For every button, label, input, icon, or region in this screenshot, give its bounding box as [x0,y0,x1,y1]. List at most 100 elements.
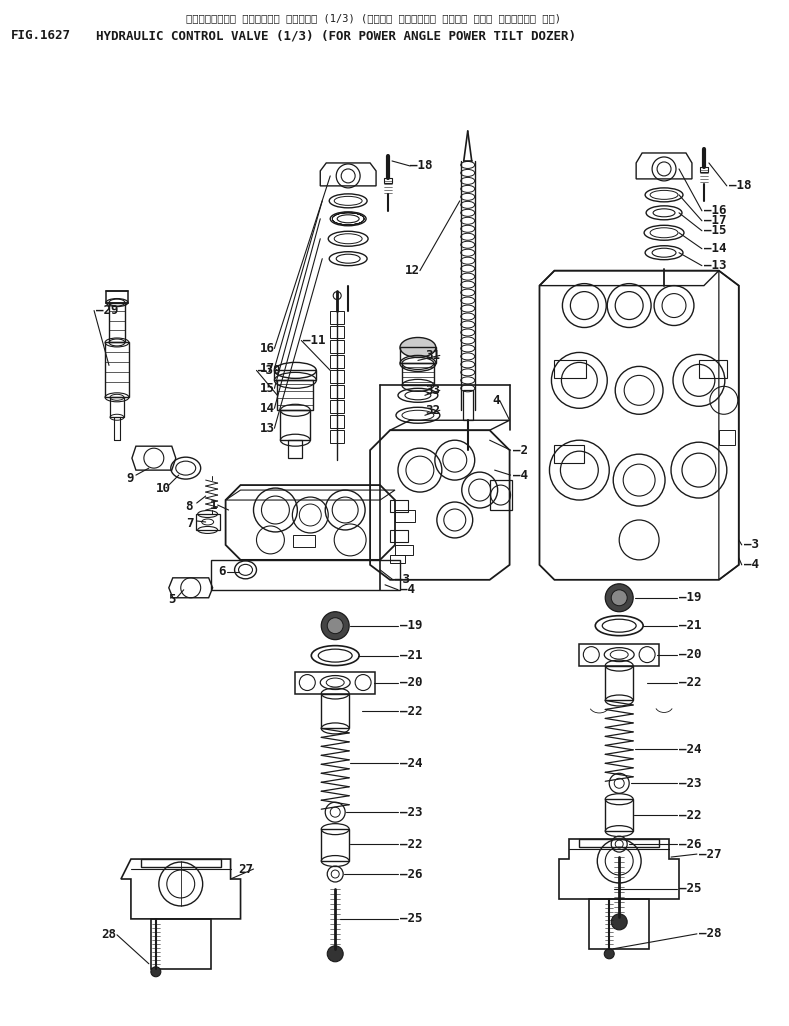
Bar [331,355,344,368]
Text: 13: 13 [260,422,275,435]
Bar [280,410,310,440]
Bar [463,390,473,421]
Circle shape [611,590,627,605]
Text: 17: 17 [260,362,275,374]
Bar [719,430,735,445]
Text: —27: —27 [699,847,721,861]
Text: —23: —23 [400,805,422,819]
Text: 4: 4 [492,394,499,406]
Bar [331,400,344,413]
Text: —28: —28 [699,928,721,941]
Bar [331,416,344,428]
Bar [321,694,350,728]
Text: —26: —26 [400,868,422,880]
Text: —2: —2 [513,443,528,457]
Circle shape [327,946,343,961]
Circle shape [327,618,343,634]
Bar [579,839,659,847]
Text: —22: —22 [400,837,422,851]
Text: —25: —25 [679,882,701,896]
Text: 33: 33 [424,384,439,397]
Bar [321,829,350,861]
Text: —22: —22 [679,808,701,822]
Text: —11: —11 [303,334,326,347]
Circle shape [604,949,614,958]
Text: 14: 14 [260,402,275,415]
Bar [555,445,585,463]
Text: ハイト゜ロリック コントロール ハ゜ルフ゜ (1/3) (ハ゜ワー アンクト゜ル ハ゜ワー チルト ト゜ーサ゜ー ヨク): ハイト゜ロリック コントロール ハ゜ルフ゜ (1/3) (ハ゜ワー アンクト゜ル… [185,13,561,24]
Bar [589,899,649,949]
Bar [278,381,313,410]
Text: —14: —14 [704,242,727,255]
Bar [331,370,344,384]
Bar [151,919,211,969]
Bar [402,363,434,386]
Text: —30: —30 [259,364,281,377]
Bar [384,177,392,183]
Text: —24: —24 [679,743,701,756]
Text: —21: —21 [679,620,701,632]
Bar [395,510,415,522]
Bar [400,348,436,363]
Text: HYDRAULIC CONTROL VALVE (1/3) (FOR POWER ANGLE POWER TILT DOZER): HYDRAULIC CONTROL VALVE (1/3) (FOR POWER… [96,30,576,42]
Bar [700,167,708,172]
Text: —21: —21 [400,649,422,662]
Bar [331,311,344,323]
Text: 27: 27 [238,863,253,875]
Text: FIG.1627: FIG.1627 [11,30,71,42]
Text: 28: 28 [101,929,116,941]
Bar [196,514,219,530]
Text: —23: —23 [679,777,701,790]
Bar [490,480,511,510]
Bar [275,370,316,381]
Text: —3: —3 [395,574,410,586]
Text: 12: 12 [405,264,420,277]
Text: —16: —16 [704,204,727,218]
Circle shape [611,914,627,930]
Bar [390,530,408,542]
Text: —4: —4 [400,584,415,596]
Text: —20: —20 [400,676,422,689]
Bar [105,343,129,397]
Text: —13: —13 [704,260,727,272]
Text: —22: —22 [400,705,422,718]
Bar [288,440,302,459]
Text: 31: 31 [424,349,439,362]
Bar [141,859,221,867]
Text: —29: —29 [96,304,118,317]
Text: 15: 15 [260,382,275,395]
Text: 7: 7 [185,517,193,530]
Bar [331,430,344,443]
Bar [390,500,408,512]
Text: 16: 16 [260,342,275,355]
Text: —3: —3 [744,539,759,551]
Circle shape [151,966,161,977]
Text: —17: —17 [704,214,727,228]
Bar [294,535,316,547]
Text: 6: 6 [218,565,226,579]
Text: 5: 5 [168,593,176,606]
Text: —22: —22 [679,676,701,689]
Bar [106,290,128,303]
Bar [699,360,727,379]
Bar [331,386,344,398]
Ellipse shape [400,338,436,357]
Text: —4: —4 [744,558,759,571]
Text: 32: 32 [424,404,439,417]
Text: —15: —15 [704,225,727,237]
Text: —19: —19 [679,591,701,604]
Text: —4: —4 [513,469,528,481]
Bar [109,303,125,343]
Bar [605,666,633,701]
Text: 8: 8 [185,500,193,513]
Bar [390,555,405,563]
Bar [395,545,413,555]
Text: —25: —25 [400,912,422,925]
Text: —18: —18 [729,180,751,193]
Text: 1: 1 [210,499,218,512]
Text: —26: —26 [679,837,701,851]
Bar [605,799,633,831]
Text: —24: —24 [400,757,422,770]
Bar [555,360,586,379]
Circle shape [605,584,633,611]
